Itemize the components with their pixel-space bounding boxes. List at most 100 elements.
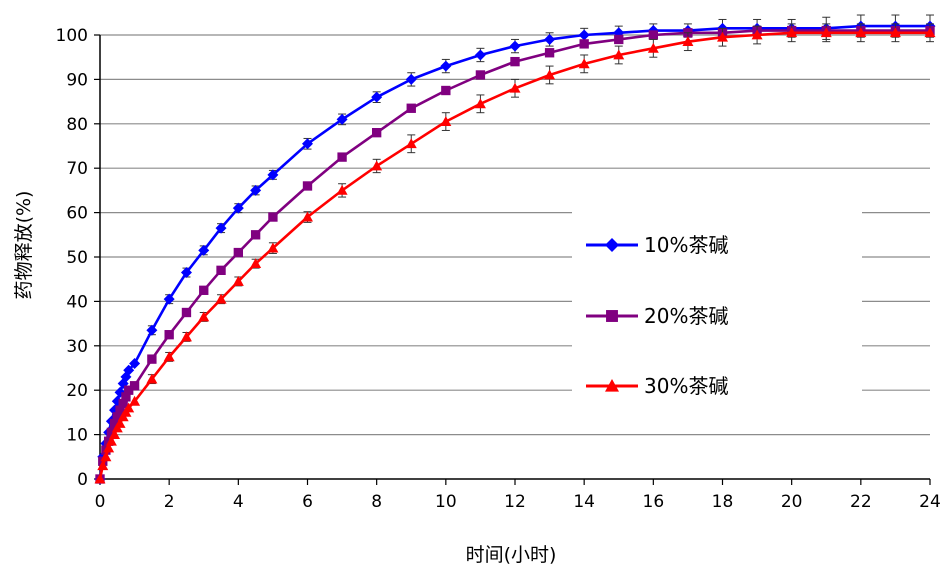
y-tick-label: 60 [66, 204, 88, 224]
x-tick-label: 18 [712, 492, 734, 512]
data-point [198, 244, 210, 256]
x-tick-label: 24 [919, 492, 941, 512]
data-point [267, 169, 279, 181]
legend-marker [605, 238, 619, 252]
data-point [123, 402, 135, 413]
x-tick-label: 8 [371, 492, 382, 512]
data-point [146, 324, 158, 336]
y-tick-label: 100 [56, 26, 88, 46]
data-point [121, 392, 131, 402]
x-tick-label: 4 [233, 492, 244, 512]
data-point [129, 381, 140, 391]
legend-label: 30%茶碱 [644, 374, 728, 398]
data-point [578, 58, 590, 69]
data-point [302, 138, 313, 150]
data-point [371, 160, 383, 171]
data-point [406, 103, 416, 113]
series-layer [94, 14, 936, 485]
data-point [336, 113, 348, 125]
data-point [405, 138, 417, 149]
data-point [474, 49, 486, 61]
data-point [232, 202, 244, 214]
x-tick-label: 20 [781, 492, 803, 512]
data-point [124, 385, 134, 395]
y-tick-label: 50 [66, 248, 88, 268]
data-point [544, 48, 555, 58]
data-point [232, 275, 244, 286]
data-point [215, 293, 227, 304]
data-point [198, 311, 210, 322]
data-point [180, 331, 192, 342]
y-tick-label: 90 [66, 70, 88, 90]
data-point [786, 27, 798, 38]
data-point [267, 242, 279, 253]
data-point [337, 152, 347, 162]
data-point [118, 398, 128, 409]
x-tick-label: 0 [95, 492, 106, 512]
data-point [578, 29, 590, 41]
data-point [215, 222, 227, 234]
data-point [544, 69, 556, 80]
legend: 10%茶碱 20%茶碱 30%茶碱 [572, 205, 862, 430]
legend-marker [606, 310, 618, 322]
data-point [146, 373, 158, 384]
data-point [440, 116, 452, 126]
data-point [509, 40, 521, 52]
data-point [147, 354, 157, 364]
data-point [129, 395, 141, 406]
data-point [302, 181, 313, 191]
data-point [97, 460, 109, 471]
data-point [441, 85, 451, 96]
data-point [889, 27, 901, 38]
data-point [100, 451, 112, 462]
data-point [682, 36, 694, 47]
data-point [855, 27, 867, 38]
data-point [180, 267, 192, 279]
data-point [163, 351, 175, 362]
legend-label: 10%茶碱 [644, 233, 728, 257]
data-point [115, 405, 125, 415]
data-point [117, 378, 129, 390]
data-point [268, 212, 278, 222]
x-tick-label: 14 [573, 492, 595, 512]
data-point [250, 230, 261, 240]
data-point [129, 358, 141, 370]
x-tick-label: 16 [643, 492, 665, 512]
data-point [475, 70, 486, 80]
data-point [114, 418, 126, 428]
data-point [106, 427, 117, 438]
data-point [924, 27, 936, 38]
y-tick-label: 30 [66, 337, 88, 357]
data-point [103, 442, 115, 453]
data-point [440, 60, 452, 72]
data-point [109, 429, 121, 439]
data-point [216, 265, 226, 275]
data-point [751, 29, 763, 40]
data-point [336, 184, 348, 195]
data-point [112, 412, 122, 422]
data-point [302, 211, 313, 222]
data-point [94, 473, 106, 484]
data-point [647, 42, 659, 53]
data-point [474, 98, 486, 109]
x-axis-title: 时间(小时) [466, 544, 557, 566]
x-tick-label: 2 [164, 492, 175, 512]
data-point [164, 330, 174, 340]
data-point [123, 364, 135, 376]
legend-label: 20%茶碱 [644, 304, 728, 328]
data-point [820, 27, 832, 38]
data-point [199, 285, 209, 295]
y-tick-label: 0 [77, 470, 88, 490]
data-point [163, 293, 175, 305]
y-tick-label: 40 [66, 292, 88, 312]
data-point [105, 435, 117, 446]
data-point [371, 91, 383, 103]
data-point [405, 73, 417, 85]
data-point [509, 82, 521, 93]
data-point [250, 184, 262, 196]
data-point [579, 39, 589, 49]
data-point [648, 30, 659, 40]
